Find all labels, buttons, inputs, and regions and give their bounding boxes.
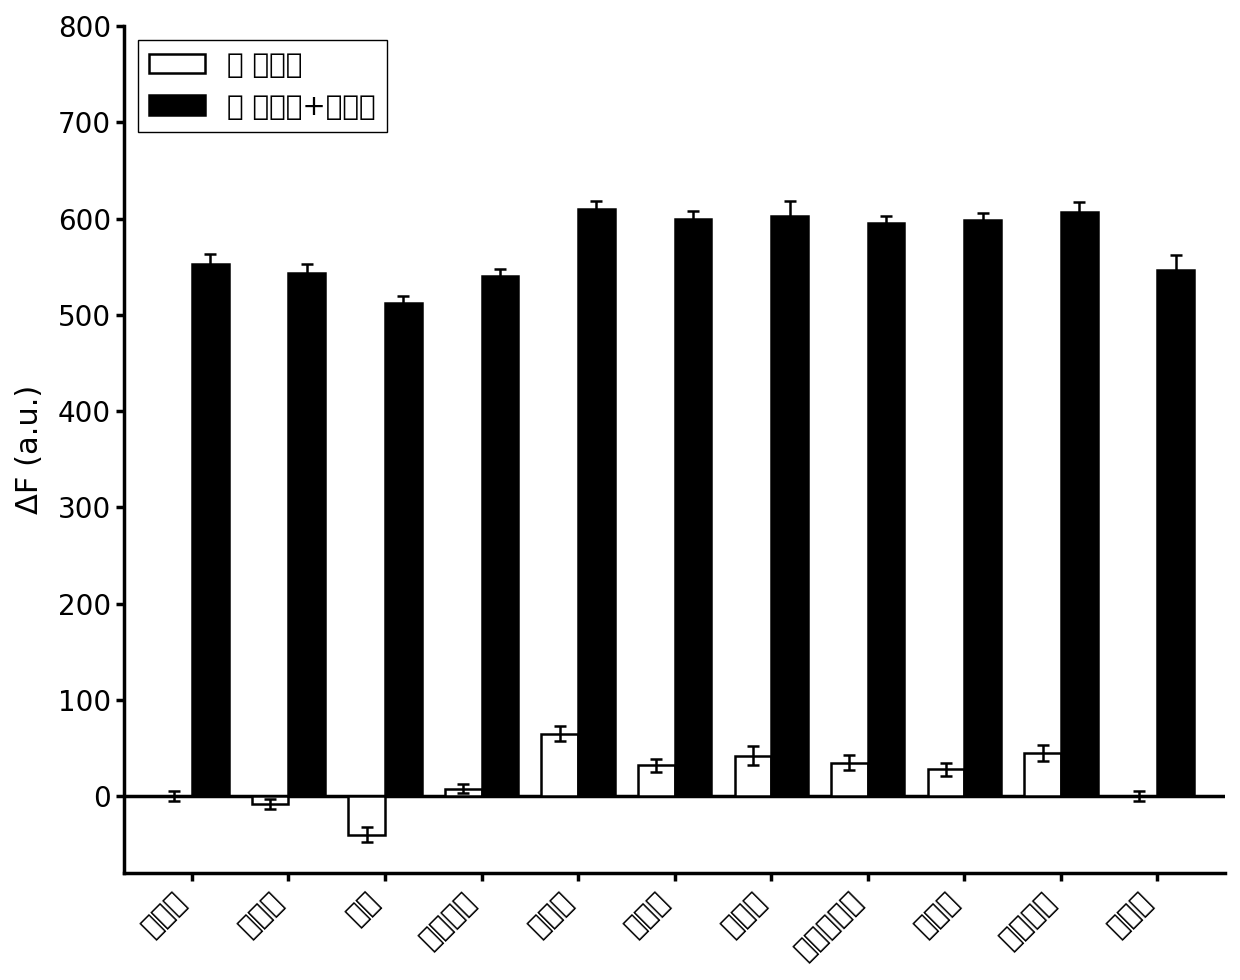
- Bar: [928, 769, 965, 796]
- Bar: [252, 796, 289, 804]
- Bar: [192, 264, 228, 796]
- Legend: 其 它蝶标, 其 它蝶标+噌虫胺: 其 它蝶标, 其 它蝶标+噌虫胺: [138, 40, 387, 132]
- Bar: [868, 223, 904, 796]
- Bar: [384, 303, 422, 796]
- Bar: [965, 220, 1001, 796]
- Bar: [831, 762, 868, 796]
- Bar: [734, 756, 771, 796]
- Bar: [542, 734, 578, 796]
- Bar: [1157, 270, 1194, 796]
- Bar: [1061, 212, 1097, 796]
- Bar: [445, 789, 481, 796]
- Bar: [637, 765, 675, 796]
- Y-axis label: ΔF (a.u.): ΔF (a.u.): [15, 385, 43, 514]
- Bar: [289, 273, 325, 796]
- Bar: [348, 796, 384, 835]
- Bar: [1024, 753, 1061, 796]
- Bar: [481, 276, 518, 796]
- Bar: [578, 209, 615, 796]
- Bar: [675, 219, 712, 796]
- Bar: [771, 216, 808, 796]
